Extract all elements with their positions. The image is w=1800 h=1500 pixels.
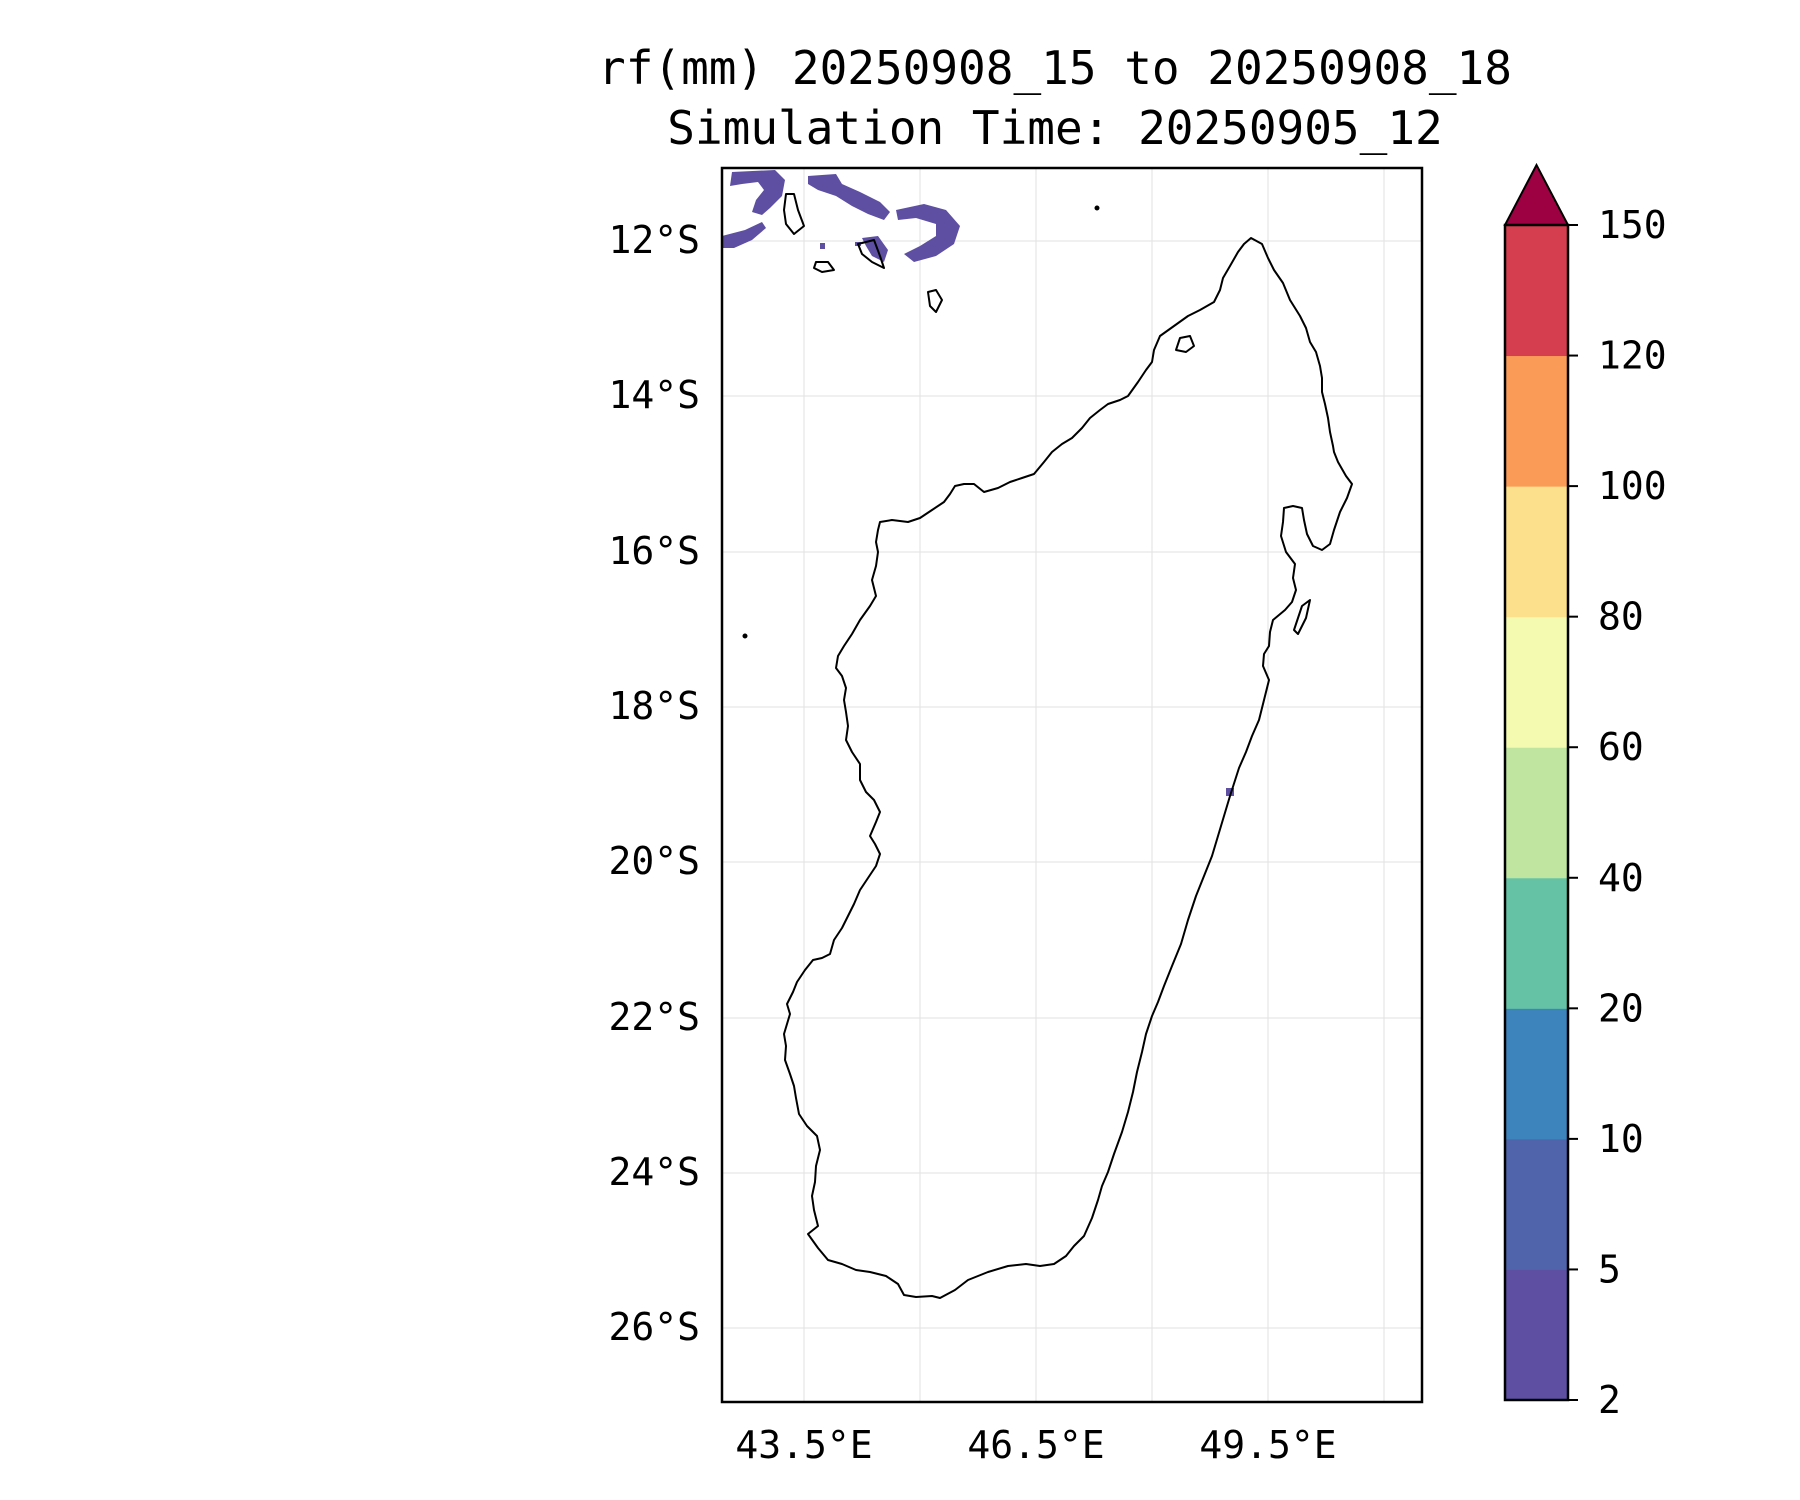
colorbar-label: 120 [1598,334,1667,378]
rain-dot-1 [820,243,825,249]
lat-tick-label: 12°S [608,218,700,262]
colorbar-segment [1505,616,1568,748]
rain-patch-mayotte-arc [808,174,890,220]
lon-tick-label: 43.5°E [735,1423,872,1467]
coastlines [742,193,1353,1299]
gridlines [722,168,1422,1402]
colorbar-extend-triangle [1503,162,1570,226]
colorbar-label: 80 [1598,595,1644,639]
rain-patch-comoros-southwest [722,222,766,248]
lat-tick-label: 26°S [608,1305,700,1349]
colorbar-label: 20 [1598,986,1644,1030]
grande-comore-island [783,193,805,235]
rain-patch-east-arc [896,204,960,262]
lat-tick-label: 14°S [608,373,700,417]
lat-tick-label: 18°S [608,684,700,728]
nosy-be-island [1175,335,1195,353]
colorbar-segment [1505,355,1568,487]
lat-tick-labels: 12°S 14°S 16°S 18°S 20°S 22°S 24°S 26°S [608,218,700,1349]
lon-tick-label: 46.5°E [967,1423,1104,1467]
lat-tick-label: 20°S [608,839,700,883]
colorbar-label: 150 [1598,203,1667,247]
colorbar-label: 100 [1598,464,1667,508]
lat-tick-label: 22°S [608,995,700,1039]
colorbar-segment [1505,1269,1568,1401]
colorbar-label: 5 [1598,1247,1621,1291]
moheli-island [813,261,835,273]
lat-tick-label: 24°S [608,1150,700,1194]
colorbar-segment [1505,225,1568,357]
lon-tick-labels: 43.5°E 46.5°E 49.5°E [735,1423,1336,1467]
map-subtitle: Simulation Time: 20250905_12 [667,101,1443,155]
colorbar-label: 60 [1598,725,1644,769]
rainfall-patches [722,170,1234,796]
colorbar-segment [1505,486,1568,618]
madagascar-coastline [783,237,1353,1299]
colorbar-segment [1505,1138,1568,1270]
anjouan-island [857,239,885,269]
colorbar-label: 10 [1598,1117,1644,1161]
colorbar-frame [1503,223,1570,1402]
rain-patch-mayotte [862,236,888,262]
map-panel [720,166,1424,1404]
colorbar-labels: 2 5 10 20 40 60 80 100 120 150 [1568,203,1667,1422]
colorbar-label: 40 [1598,856,1644,900]
colorbar-segments [1505,225,1568,1401]
sainte-marie-island [1293,599,1311,635]
colorbar-segment [1505,877,1568,1009]
colorbar-segment [1505,747,1568,879]
rain-patch-comoros-west [730,170,785,215]
small-islet-north [1094,205,1100,211]
small-islet-west [742,633,748,639]
colorbar: 2 5 10 20 40 60 80 100 120 150 [1503,162,1667,1422]
mayotte-island [927,289,943,313]
lon-tick-label: 49.5°E [1199,1423,1336,1467]
colorbar-segment [1505,1008,1568,1140]
map-title: rf(mm) 20250908_15 to 20250908_18 [598,41,1512,95]
colorbar-label: 2 [1598,1378,1621,1422]
rain-dot-east-coast [1226,788,1234,796]
lat-tick-label: 16°S [608,529,700,573]
map-background [722,168,1422,1402]
map-frame [720,166,1424,1404]
